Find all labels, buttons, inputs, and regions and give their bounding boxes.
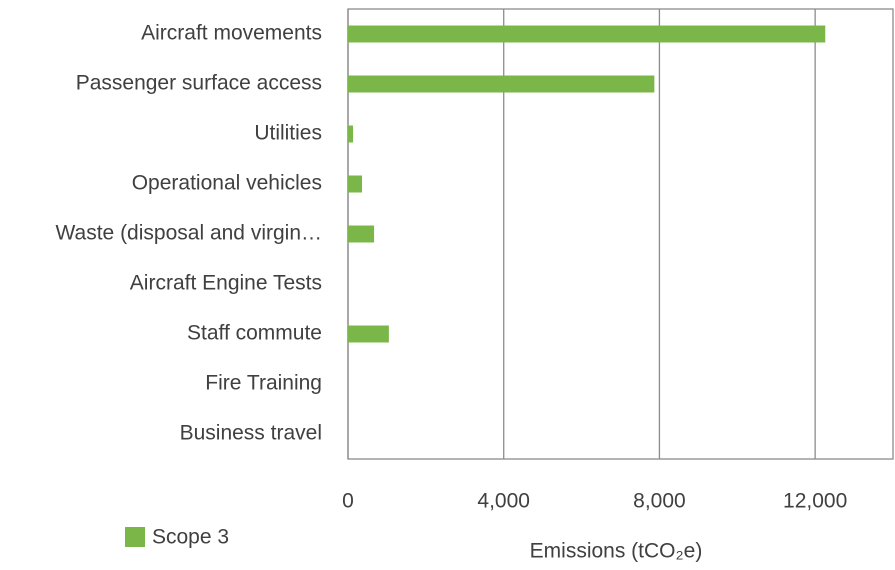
y-tick-label: Utilities (254, 122, 322, 145)
y-tick-label: Waste (disposal and virgin… (56, 222, 323, 245)
y-tick-label: Operational vehicles (132, 172, 322, 195)
bar (348, 225, 375, 243)
y-tick-label: Aircraft Engine Tests (130, 272, 322, 295)
y-tick-label: Passenger surface access (76, 72, 322, 95)
x-tick-label: 0 (342, 490, 354, 513)
y-tick-label: Aircraft movements (141, 22, 322, 45)
x-axis-label: Emissions (tCO₂e) (530, 540, 703, 563)
x-tick-label: 12,000 (783, 490, 847, 513)
x-tick-label: 8,000 (633, 490, 686, 513)
bar (348, 25, 826, 43)
bar (348, 75, 655, 93)
bar (348, 175, 363, 193)
y-tick-label: Staff commute (187, 322, 322, 345)
bar (348, 125, 354, 143)
y-tick-label: Business travel (180, 422, 322, 445)
legend-swatch (125, 527, 145, 547)
y-tick-label: Fire Training (205, 372, 322, 395)
legend-label: Scope 3 (152, 526, 229, 549)
bar (348, 325, 389, 343)
x-tick-label: 4,000 (477, 490, 530, 513)
